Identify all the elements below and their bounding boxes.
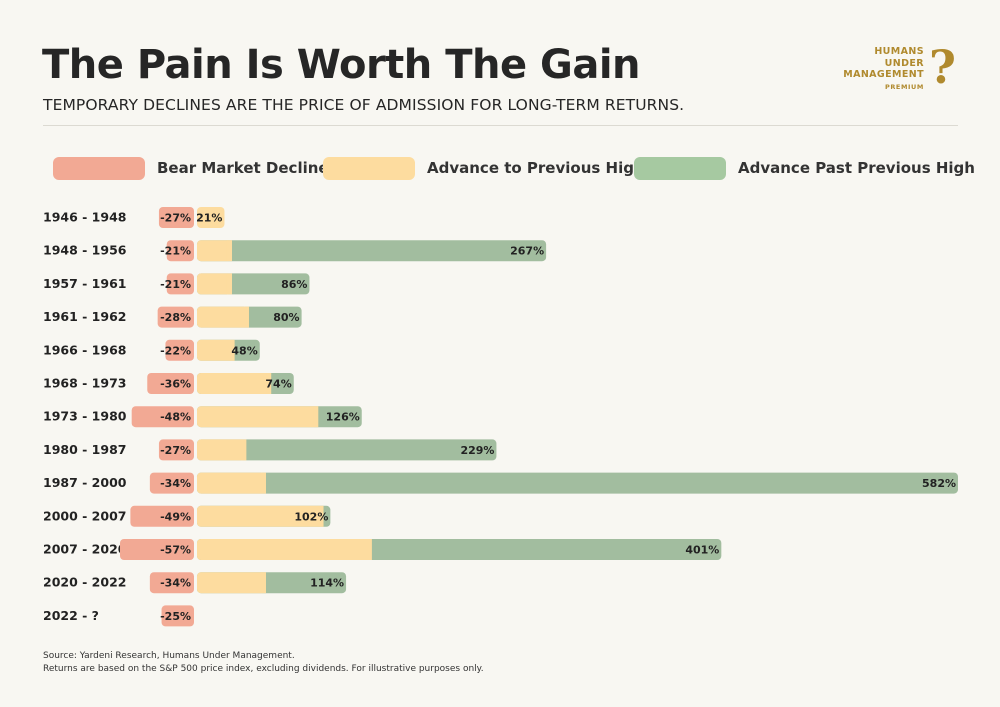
advance-to-high-bar [197, 339, 234, 361]
decline-value-label: -34% [160, 577, 191, 590]
advance-to-high-bar [197, 505, 323, 527]
category-label: 2020 - 2022 [43, 575, 126, 590]
advance-to-high-bar-edge [366, 539, 372, 560]
category-label: 1957 - 1961 [43, 276, 126, 291]
header-divider [43, 125, 958, 126]
bear-decline-bar [147, 373, 194, 394]
decline-value-label: -34% [160, 477, 191, 490]
category-label: 1980 - 1987 [43, 442, 126, 457]
advance-to-high-bar [197, 373, 271, 394]
chart-title: The Pain Is Worth The Gain [42, 42, 641, 88]
bear-decline-bar [131, 406, 194, 428]
disclaimer-note: Returns are based on the S&P 500 price i… [43, 664, 484, 674]
category-label: 1987 - 2000 [43, 475, 127, 490]
bear-decline-bar [166, 273, 194, 295]
total-return-label: 48% [231, 344, 257, 357]
legend-swatch-advance-past [634, 157, 726, 180]
advance-to-high-bar-edge [313, 406, 319, 428]
advance-to-high-bar-edge [226, 273, 232, 295]
total-return-label: 80% [273, 311, 299, 324]
decline-value-label: -49% [160, 510, 191, 523]
total-return-label: 126% [326, 411, 360, 424]
category-label: 1968 - 1973 [43, 376, 126, 391]
advance-to-high-bar-edge [229, 339, 235, 361]
bear-decline-bar [165, 339, 194, 361]
advance-to-high-bar-edge [266, 373, 272, 394]
category-label: 1946 - 1948 [43, 210, 126, 225]
legend-label-advance-to: Advance to Previous High [427, 159, 645, 177]
advance-to-high-bar [197, 207, 225, 228]
bear-decline-bar [120, 539, 194, 560]
total-return-label: 401% [685, 544, 719, 557]
category-label: 2022 - ? [43, 608, 99, 623]
chart-subtitle: TEMPORARY DECLINES ARE THE PRICE OF ADMI… [43, 96, 685, 114]
total-return-label: 114% [310, 577, 344, 590]
advance-to-high-bar-edge [318, 505, 324, 527]
bear-decline-bar [157, 306, 194, 328]
decline-value-label: -21% [160, 245, 191, 258]
bear-decline-bar [130, 505, 194, 527]
advance-to-high-bar [197, 273, 231, 295]
question-mark-icon: ? [929, 40, 956, 94]
advance-to-high-bar-edge [260, 572, 266, 594]
logo-wordmark: HUMANS UNDER MANAGEMENT [843, 46, 924, 80]
source-note: Source: Yardeni Research, Humans Under M… [43, 651, 295, 661]
advance-to-high-bar [197, 472, 265, 494]
total-return-label: 21% [196, 212, 222, 225]
legend-swatch-advance-to [323, 157, 415, 180]
total-return-label: 267% [510, 245, 544, 258]
bear-decline-bar [166, 240, 194, 262]
total-return-label: 74% [265, 378, 291, 391]
total-return-label: 582% [922, 477, 956, 490]
advance-to-high-bar [197, 572, 265, 594]
decline-value-label: -48% [160, 411, 191, 424]
decline-value-label: -27% [160, 444, 191, 457]
advance-past-high-bar [197, 240, 547, 262]
logo-premium-badge: PREMIUM [884, 83, 924, 91]
decline-value-label: -57% [160, 544, 191, 557]
decline-value-label: -27% [160, 212, 191, 225]
advance-past-high-bar [197, 439, 497, 461]
decline-value-label: -22% [160, 344, 191, 357]
advance-to-high-bar [197, 306, 248, 328]
total-return-label: 229% [460, 444, 494, 457]
chart-footer: Source: Yardeni Research, Humans Under M… [43, 650, 484, 676]
advance-to-high-bar-edge [260, 472, 266, 494]
advance-to-high-bar [197, 240, 231, 262]
legend-label-bear: Bear Market Decline [157, 159, 329, 177]
legend-label-advance-past: Advance Past Previous High [738, 159, 975, 177]
bear-decline-bar [158, 207, 194, 228]
total-return-label: 102% [294, 510, 328, 523]
decline-value-label: -25% [160, 610, 191, 623]
advance-to-high-bar [197, 539, 371, 560]
decline-value-label: -28% [160, 311, 191, 324]
total-return-label: 86% [281, 278, 307, 291]
advance-to-high-bar-edge [226, 240, 232, 262]
bear-decline-bar [161, 605, 194, 627]
category-label: 2007 - 2020 [43, 542, 127, 557]
category-label: 1973 - 1980 [43, 409, 127, 424]
decline-value-label: -36% [160, 378, 191, 391]
bear-decline-bar [149, 572, 194, 594]
advance-to-high-bar-edge [241, 439, 247, 461]
category-label: 1948 - 1956 [43, 243, 127, 258]
advance-to-high-bar-edge [243, 306, 249, 328]
category-label: 2000 - 2007 [43, 508, 126, 523]
brand-logo: HUMANS UNDER MANAGEMENT PREMIUM ? [842, 40, 960, 94]
category-label: 1966 - 1968 [43, 342, 126, 357]
decline-value-label: -21% [160, 278, 191, 291]
bear-decline-bar [158, 439, 194, 461]
advance-to-high-bar [197, 406, 318, 428]
advance-to-high-bar [197, 439, 246, 461]
bear-decline-bar [149, 472, 194, 494]
advance-past-high-bar [197, 472, 958, 494]
legend-swatch-bear [53, 157, 145, 180]
category-label: 1961 - 1962 [43, 309, 126, 324]
